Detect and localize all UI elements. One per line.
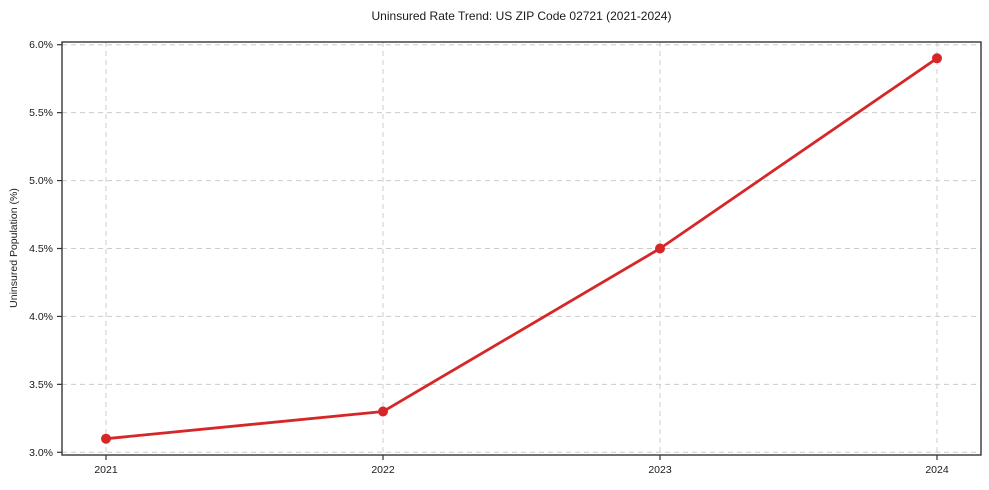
data-point-2024 <box>932 53 942 64</box>
trend-line <box>104 56 939 441</box>
y-tick-label: 4.5% <box>29 243 53 255</box>
x-tick-label: 2024 <box>925 464 949 476</box>
y-tick-label: 3.5% <box>29 379 53 391</box>
x-tick-label: 2022 <box>371 464 395 476</box>
x-tick-label: 2023 <box>648 464 672 476</box>
y-tick-label: 4.0% <box>29 311 53 323</box>
data-point-2021 <box>101 433 111 444</box>
y-tick-label: 6.0% <box>29 39 53 51</box>
y-tick-label: 3.0% <box>29 447 53 459</box>
data-point-2023 <box>655 243 665 254</box>
y-tick-label: 5.5% <box>29 107 53 119</box>
y-tick-label: 5.0% <box>29 175 53 187</box>
x-tick-label: 2021 <box>94 464 118 476</box>
data-point-2022 <box>378 406 388 417</box>
chart-title: Uninsured Rate Trend: US ZIP Code 02721 … <box>371 9 672 23</box>
